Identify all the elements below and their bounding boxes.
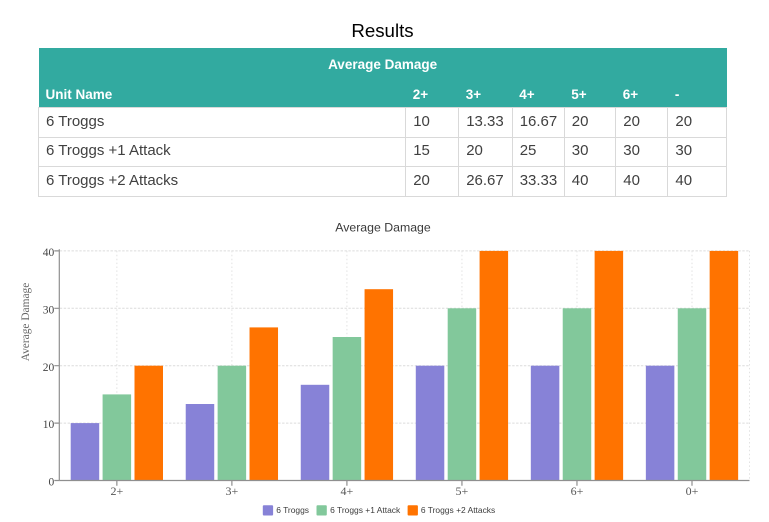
svg-text:2+: 2+ <box>110 484 123 498</box>
svg-text:6+: 6+ <box>571 484 584 498</box>
svg-text:0: 0 <box>49 477 55 489</box>
svg-text:10: 10 <box>43 419 55 431</box>
svg-text:6 Troggs +1 Attack: 6 Troggs +1 Attack <box>330 505 401 515</box>
svg-text:6 Troggs +2 Attacks: 6 Troggs +2 Attacks <box>421 505 495 515</box>
svg-text:Average Damage: Average Damage <box>335 221 431 235</box>
svg-text:5+: 5+ <box>456 484 469 498</box>
svg-text:30: 30 <box>43 304 55 316</box>
svg-text:40: 40 <box>43 247 55 259</box>
svg-text:0+: 0+ <box>686 484 699 498</box>
svg-text:Average Damage: Average Damage <box>20 283 32 362</box>
svg-text:4+: 4+ <box>341 484 354 498</box>
svg-text:3+: 3+ <box>225 484 238 498</box>
svg-text:20: 20 <box>43 362 55 374</box>
svg-text:6 Troggs: 6 Troggs <box>276 505 309 515</box>
